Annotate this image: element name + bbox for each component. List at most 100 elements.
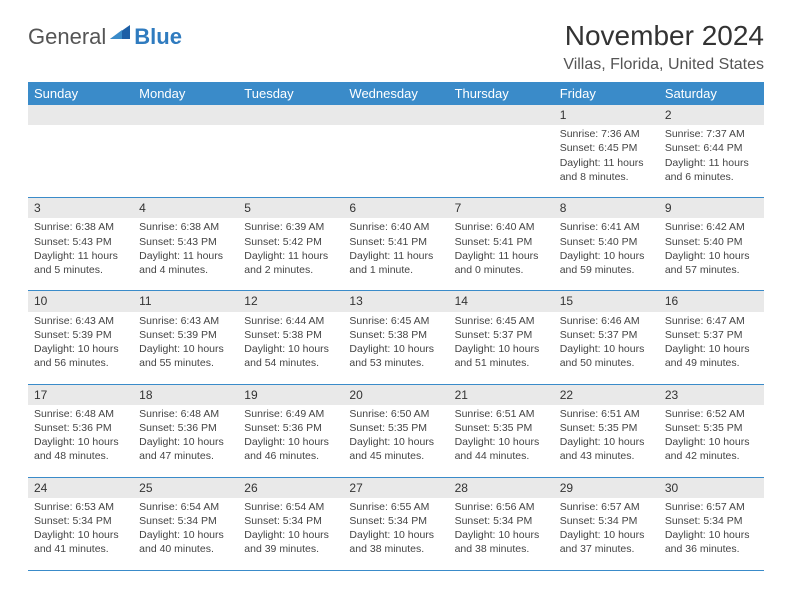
sunset-text: Sunset: 5:35 PM [665,421,758,435]
day-info-row: Sunrise: 6:43 AMSunset: 5:39 PMDaylight:… [28,312,764,385]
daylight-text-1: Daylight: 11 hours [244,249,337,263]
sunset-text: Sunset: 5:34 PM [244,514,337,528]
sunrise-text: Sunrise: 6:38 AM [34,220,127,234]
daylight-text-2: and 0 minutes. [455,263,548,277]
daylight-text-1: Daylight: 11 hours [560,156,653,170]
sunrise-text: Sunrise: 6:51 AM [455,407,548,421]
day-cell: Sunrise: 6:41 AMSunset: 5:40 PMDaylight:… [554,218,659,291]
logo-word-1: General [28,24,106,50]
daylight-text-1: Daylight: 10 hours [665,342,758,356]
day-number: 24 [28,477,133,498]
daylight-text-2: and 56 minutes. [34,356,127,370]
day-cell: Sunrise: 6:44 AMSunset: 5:38 PMDaylight:… [238,312,343,385]
daylight-text-2: and 37 minutes. [560,542,653,556]
day-number: 15 [554,291,659,312]
day-cell: Sunrise: 6:54 AMSunset: 5:34 PMDaylight:… [133,498,238,571]
sunset-text: Sunset: 5:36 PM [244,421,337,435]
day-cell: Sunrise: 6:51 AMSunset: 5:35 PMDaylight:… [554,405,659,478]
sunset-text: Sunset: 5:40 PM [665,235,758,249]
day-number [133,105,238,125]
daylight-text-1: Daylight: 10 hours [560,435,653,449]
daylight-text-1: Daylight: 10 hours [455,435,548,449]
daylight-text-1: Daylight: 10 hours [560,528,653,542]
sunrise-text: Sunrise: 6:45 AM [455,314,548,328]
daylight-text-1: Daylight: 10 hours [560,249,653,263]
daylight-text-1: Daylight: 10 hours [244,528,337,542]
day-number: 10 [28,291,133,312]
day-number: 17 [28,384,133,405]
day-number [343,105,448,125]
day-cell: Sunrise: 6:40 AMSunset: 5:41 PMDaylight:… [449,218,554,291]
day-number [28,105,133,125]
sunrise-text: Sunrise: 6:54 AM [244,500,337,514]
day-header: Tuesday [238,82,343,105]
day-cell: Sunrise: 6:54 AMSunset: 5:34 PMDaylight:… [238,498,343,571]
calendar-page: General Blue November 2024 Villas, Flori… [0,0,792,591]
day-number: 14 [449,291,554,312]
day-info-row: Sunrise: 6:53 AMSunset: 5:34 PMDaylight:… [28,498,764,571]
day-number: 4 [133,198,238,219]
day-cell [28,125,133,198]
daylight-text-1: Daylight: 10 hours [665,435,758,449]
day-cell: Sunrise: 6:46 AMSunset: 5:37 PMDaylight:… [554,312,659,385]
day-cell: Sunrise: 6:47 AMSunset: 5:37 PMDaylight:… [659,312,764,385]
daylight-text-1: Daylight: 10 hours [665,249,758,263]
daylight-text-1: Daylight: 10 hours [34,342,127,356]
daylight-text-2: and 46 minutes. [244,449,337,463]
day-cell: Sunrise: 6:42 AMSunset: 5:40 PMDaylight:… [659,218,764,291]
daylight-text-2: and 40 minutes. [139,542,232,556]
daylight-text-1: Daylight: 10 hours [560,342,653,356]
sunset-text: Sunset: 5:36 PM [34,421,127,435]
day-cell: Sunrise: 6:45 AMSunset: 5:37 PMDaylight:… [449,312,554,385]
daylight-text-2: and 44 minutes. [455,449,548,463]
day-number: 16 [659,291,764,312]
daylight-text-1: Daylight: 11 hours [349,249,442,263]
sunset-text: Sunset: 5:43 PM [139,235,232,249]
day-cell: Sunrise: 6:45 AMSunset: 5:38 PMDaylight:… [343,312,448,385]
day-cell [133,125,238,198]
day-number: 29 [554,477,659,498]
daylight-text-1: Daylight: 10 hours [349,342,442,356]
sunset-text: Sunset: 5:34 PM [455,514,548,528]
day-number: 25 [133,477,238,498]
sunrise-text: Sunrise: 6:52 AM [665,407,758,421]
sunset-text: Sunset: 5:41 PM [349,235,442,249]
daylight-text-1: Daylight: 10 hours [139,528,232,542]
daylight-text-1: Daylight: 10 hours [139,435,232,449]
day-cell: Sunrise: 6:55 AMSunset: 5:34 PMDaylight:… [343,498,448,571]
sunrise-text: Sunrise: 6:47 AM [665,314,758,328]
daylight-text-1: Daylight: 10 hours [139,342,232,356]
daylight-text-2: and 38 minutes. [349,542,442,556]
sunset-text: Sunset: 5:36 PM [139,421,232,435]
day-number-row: 10111213141516 [28,291,764,312]
sunrise-text: Sunrise: 6:38 AM [139,220,232,234]
daylight-text-2: and 49 minutes. [665,356,758,370]
sunrise-text: Sunrise: 6:57 AM [560,500,653,514]
daylight-text-2: and 51 minutes. [455,356,548,370]
day-number [449,105,554,125]
sunset-text: Sunset: 5:35 PM [560,421,653,435]
day-header: Friday [554,82,659,105]
sunrise-text: Sunrise: 6:41 AM [560,220,653,234]
day-cell: Sunrise: 6:52 AMSunset: 5:35 PMDaylight:… [659,405,764,478]
day-number: 6 [343,198,448,219]
daylight-text-2: and 2 minutes. [244,263,337,277]
day-number: 1 [554,105,659,125]
daylight-text-1: Daylight: 10 hours [455,342,548,356]
day-cell: Sunrise: 6:40 AMSunset: 5:41 PMDaylight:… [343,218,448,291]
day-number-row: 12 [28,105,764,125]
sunrise-text: Sunrise: 6:40 AM [349,220,442,234]
logo-word-2: Blue [134,24,182,50]
daylight-text-2: and 55 minutes. [139,356,232,370]
day-number-row: 17181920212223 [28,384,764,405]
sunrise-text: Sunrise: 6:48 AM [34,407,127,421]
sunset-text: Sunset: 5:41 PM [455,235,548,249]
daylight-text-1: Daylight: 10 hours [349,435,442,449]
sunrise-text: Sunrise: 6:45 AM [349,314,442,328]
daylight-text-2: and 53 minutes. [349,356,442,370]
sunrise-text: Sunrise: 6:43 AM [34,314,127,328]
day-number: 18 [133,384,238,405]
day-cell: Sunrise: 6:39 AMSunset: 5:42 PMDaylight:… [238,218,343,291]
sunset-text: Sunset: 5:35 PM [349,421,442,435]
daylight-text-2: and 6 minutes. [665,170,758,184]
